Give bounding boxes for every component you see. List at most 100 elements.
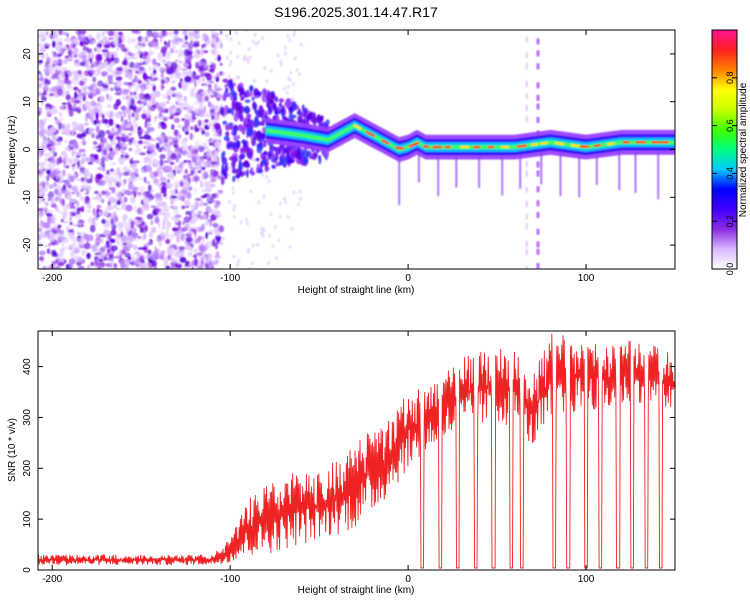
noise-blob xyxy=(155,142,160,150)
y-tick-label: 100 xyxy=(22,510,33,527)
noise-blob xyxy=(38,162,41,166)
noise-blob xyxy=(152,58,157,66)
turbulence-blob xyxy=(307,113,313,120)
noise-blob xyxy=(165,265,170,269)
noise-blob xyxy=(114,92,121,96)
noise-blob xyxy=(68,110,74,117)
noise-blob xyxy=(115,80,123,88)
noise-blob xyxy=(160,185,167,193)
noise-blob xyxy=(115,124,120,129)
noise-blob xyxy=(148,259,154,263)
noise-blob xyxy=(42,265,47,269)
noise-blob xyxy=(211,115,215,120)
noise-blob xyxy=(45,202,49,207)
noise-blob xyxy=(165,257,168,264)
noise-blob xyxy=(127,100,131,106)
turbulence-blob xyxy=(278,98,284,103)
noise-blob xyxy=(50,197,56,205)
turbulence-blob xyxy=(220,176,225,186)
noise-blob xyxy=(72,166,75,171)
noise-blob xyxy=(60,105,64,110)
y-tick-label: 10 xyxy=(22,96,33,108)
noise-blob xyxy=(203,50,209,54)
noise-blob xyxy=(98,43,102,48)
colorbar-tick-label: 0.0 xyxy=(725,263,735,276)
noise-blob xyxy=(55,37,63,44)
noise-blob xyxy=(40,125,44,133)
noise-blob xyxy=(169,161,175,165)
noise-blob xyxy=(201,213,208,220)
noise-blob xyxy=(124,154,129,159)
noise-blob xyxy=(129,61,135,69)
noise-blob xyxy=(292,190,296,195)
noise-blob xyxy=(225,34,229,39)
noise-blob xyxy=(104,175,110,184)
noise-blob xyxy=(193,229,196,235)
vertical-streak xyxy=(525,161,528,167)
noise-blob xyxy=(85,116,91,119)
noise-blob xyxy=(254,41,258,46)
noise-blob xyxy=(128,138,133,146)
noise-blob xyxy=(173,30,179,35)
turbulence-blob xyxy=(239,115,244,120)
noise-blob xyxy=(134,251,140,255)
noise-blob xyxy=(147,103,151,111)
noise-blob xyxy=(214,243,219,250)
turbulence-blob xyxy=(318,154,322,165)
turbulence-blob xyxy=(225,87,229,94)
noise-blob xyxy=(216,93,223,99)
turbulence-blob xyxy=(281,105,285,115)
noise-blob xyxy=(212,223,219,226)
turbulence-blob xyxy=(239,170,245,177)
noise-blob xyxy=(91,244,98,253)
noise-blob xyxy=(168,182,171,186)
noise-blob xyxy=(68,203,72,208)
noise-blob xyxy=(195,145,199,151)
noise-blob xyxy=(99,103,103,111)
noise-blob xyxy=(148,159,152,166)
noise-blob xyxy=(200,72,208,77)
noise-blob xyxy=(172,108,176,112)
noise-blob xyxy=(140,87,144,93)
noise-blob xyxy=(288,244,292,249)
noise-blob xyxy=(200,107,205,110)
noise-blob xyxy=(107,103,112,109)
noise-blob xyxy=(140,206,148,212)
noise-blob xyxy=(80,177,85,182)
noise-blob xyxy=(127,177,132,182)
noise-blob xyxy=(183,48,190,57)
noise-blob xyxy=(84,250,88,254)
noise-blob xyxy=(161,59,167,64)
colorbar-tick-label: 0.6 xyxy=(725,119,735,132)
spectrogram-x-axis-label: Height of straight line (km) xyxy=(298,285,415,296)
turbulence-blob xyxy=(274,154,279,161)
noise-blob xyxy=(215,235,222,241)
noise-blob xyxy=(38,256,45,261)
turbulence-blob xyxy=(222,113,225,117)
noise-blob xyxy=(147,184,152,192)
noise-blob xyxy=(40,164,45,171)
noise-blob xyxy=(94,195,101,200)
noise-blob xyxy=(139,152,146,156)
noise-blob xyxy=(63,156,69,164)
turbulence-blob xyxy=(233,127,237,137)
noise-blob xyxy=(176,133,182,138)
noise-blob xyxy=(123,189,131,195)
noise-blob xyxy=(142,72,147,80)
noise-blob xyxy=(218,241,224,246)
noise-blob xyxy=(211,261,219,266)
noise-blob xyxy=(194,212,201,217)
vertical-streak xyxy=(525,213,528,220)
noise-blob xyxy=(237,41,241,46)
noise-blob xyxy=(139,66,145,71)
noise-blob xyxy=(110,162,117,166)
noise-blob xyxy=(168,31,175,37)
turbulence-blob xyxy=(284,156,287,161)
noise-blob xyxy=(95,125,100,134)
noise-blob xyxy=(203,182,210,189)
noise-blob xyxy=(278,214,282,219)
noise-blob xyxy=(70,37,74,45)
noise-blob xyxy=(168,252,174,256)
noise-blob xyxy=(139,262,145,269)
